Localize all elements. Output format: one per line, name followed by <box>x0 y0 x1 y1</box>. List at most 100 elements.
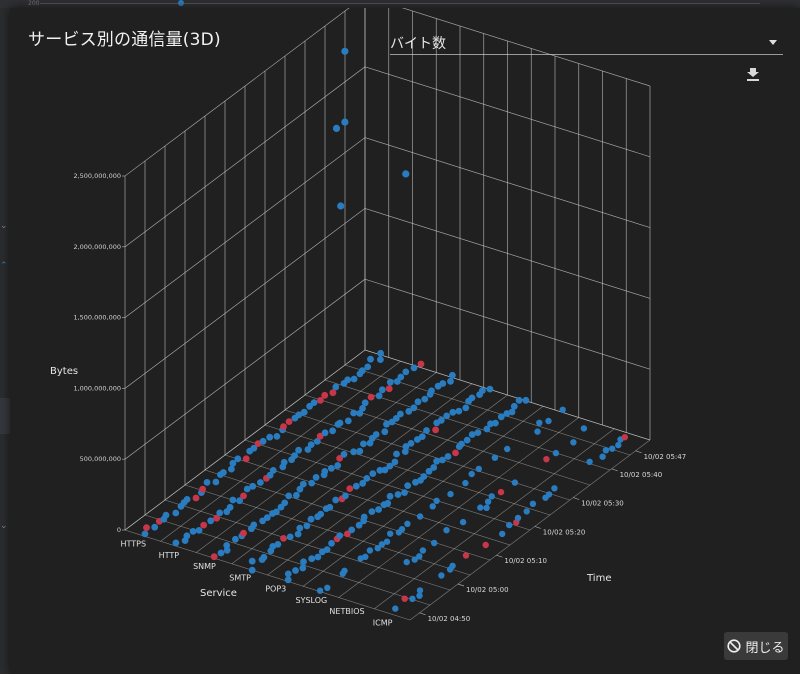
data-point[interactable] <box>447 378 454 385</box>
data-point[interactable] <box>266 434 273 441</box>
data-point[interactable] <box>423 427 430 434</box>
data-point[interactable] <box>362 554 368 560</box>
data-point[interactable] <box>295 531 302 538</box>
data-point[interactable] <box>216 510 223 517</box>
data-point[interactable] <box>452 450 459 457</box>
data-point[interactable] <box>420 547 426 553</box>
data-point[interactable] <box>363 475 370 482</box>
data-point[interactable] <box>489 493 495 499</box>
data-point[interactable] <box>334 462 341 469</box>
data-point[interactable] <box>460 519 466 525</box>
data-point[interactable] <box>543 456 549 462</box>
data-point[interactable] <box>432 427 439 434</box>
data-point[interactable] <box>285 493 292 500</box>
data-point[interactable] <box>492 455 498 461</box>
data-point[interactable] <box>213 479 220 486</box>
data-point[interactable] <box>387 531 393 537</box>
data-point[interactable] <box>199 486 206 493</box>
data-point[interactable] <box>280 535 287 542</box>
data-point[interactable] <box>249 558 256 565</box>
data-point[interactable] <box>342 493 349 500</box>
data-point[interactable] <box>402 596 408 602</box>
data-point[interactable] <box>200 522 207 529</box>
data-point[interactable] <box>609 446 615 452</box>
data-point[interactable] <box>350 410 357 417</box>
data-point[interactable] <box>404 521 410 527</box>
data-point[interactable] <box>291 452 298 459</box>
data-point[interactable] <box>296 525 303 532</box>
data-point[interactable] <box>581 425 587 431</box>
close-button[interactable]: 閉じる <box>724 632 788 660</box>
data-point-highlight[interactable] <box>341 48 348 55</box>
data-point[interactable] <box>449 563 455 569</box>
data-point-highlight[interactable] <box>333 125 340 132</box>
data-point[interactable] <box>439 457 446 464</box>
data-point[interactable] <box>376 392 383 399</box>
data-point[interactable] <box>324 585 330 591</box>
data-point[interactable] <box>431 540 437 546</box>
data-point[interactable] <box>499 531 505 537</box>
data-point[interactable] <box>232 536 239 543</box>
data-point[interactable] <box>506 522 512 528</box>
data-point[interactable] <box>344 376 351 383</box>
data-point[interactable] <box>586 459 592 465</box>
data-point[interactable] <box>369 508 376 515</box>
data-point[interactable] <box>345 418 352 425</box>
data-point[interactable] <box>285 571 292 578</box>
data-point[interactable] <box>346 485 353 492</box>
data-point[interactable] <box>260 438 267 445</box>
data-point[interactable] <box>321 392 328 399</box>
data-point[interactable] <box>304 522 311 529</box>
data-point[interactable] <box>230 497 237 504</box>
data-point-highlight[interactable] <box>337 202 344 209</box>
data-point[interactable] <box>447 491 453 497</box>
data-point[interactable] <box>313 474 320 481</box>
data-point[interactable] <box>308 555 315 562</box>
data-point[interactable] <box>308 516 315 523</box>
data-point[interactable] <box>551 485 557 491</box>
data-point[interactable] <box>143 524 150 531</box>
data-point[interactable] <box>351 376 358 383</box>
data-point[interactable] <box>223 542 230 549</box>
data-point[interactable] <box>419 433 426 440</box>
data-point[interactable] <box>443 527 449 533</box>
data-point[interactable] <box>416 553 422 559</box>
data-point[interactable] <box>286 418 293 425</box>
data-point[interactable] <box>285 576 292 583</box>
data-point-highlight[interactable] <box>402 170 409 177</box>
data-point[interactable] <box>475 429 482 436</box>
data-point[interactable] <box>311 399 318 406</box>
data-point[interactable] <box>356 448 363 455</box>
data-point[interactable] <box>315 554 322 561</box>
data-point[interactable] <box>336 532 343 539</box>
data-point[interactable] <box>384 500 391 507</box>
data-point[interactable] <box>375 506 382 513</box>
data-point[interactable] <box>512 479 518 485</box>
data-point[interactable] <box>421 396 428 403</box>
data-point[interactable] <box>295 447 302 454</box>
data-point[interactable] <box>395 491 402 498</box>
data-point[interactable] <box>443 413 450 420</box>
data-point[interactable] <box>322 429 329 436</box>
data-point[interactable] <box>234 455 241 462</box>
data-point[interactable] <box>524 508 530 514</box>
data-point[interactable] <box>261 554 268 561</box>
data-point[interactable] <box>449 409 456 416</box>
data-point[interactable] <box>281 500 288 507</box>
data-point[interactable] <box>151 524 158 531</box>
data-point[interactable] <box>220 469 227 476</box>
data-point[interactable] <box>399 526 405 532</box>
data-point[interactable] <box>458 441 465 448</box>
data-point[interactable] <box>240 493 247 500</box>
data-point[interactable] <box>381 428 388 435</box>
data-point[interactable] <box>420 473 427 480</box>
data-point[interactable] <box>369 470 376 477</box>
data-point[interactable] <box>393 451 400 458</box>
data-point[interactable] <box>485 499 491 505</box>
data-point[interactable] <box>464 437 471 444</box>
data-point[interactable] <box>408 440 415 447</box>
data-point[interactable] <box>516 397 523 404</box>
data-point[interactable] <box>546 491 552 497</box>
data-point[interactable] <box>373 431 380 438</box>
data-point[interactable] <box>364 364 371 371</box>
